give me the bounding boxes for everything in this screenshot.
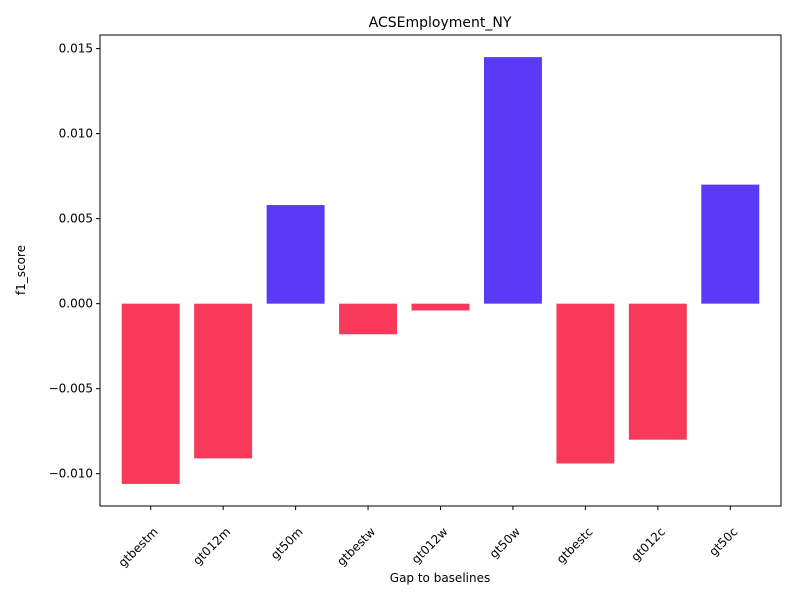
chart-title: ACSEmployment_NY: [369, 15, 512, 31]
bar-gt50w: [483, 57, 542, 304]
x-tick-label: gtbestc: [554, 525, 596, 567]
bars-group: [121, 57, 760, 484]
y-tick-label: 0.005: [59, 212, 93, 226]
x-axis: gtbestm gt012m gt50m gtbestw gt012w gt50w gtbe…: [116, 506, 740, 570]
y-tick-label: −0.010: [49, 467, 93, 481]
y-tick-label: 0.010: [59, 127, 93, 141]
x-tick-label: gt012m: [190, 525, 233, 568]
bar-gt012m: [194, 303, 253, 459]
bar-gtbestm: [121, 303, 180, 484]
y-tick-label: 0.015: [59, 42, 93, 56]
bar-gt012c: [628, 303, 687, 440]
y-axis-label: f1_score: [14, 245, 28, 295]
x-tick-label: gt50m: [268, 525, 306, 563]
y-tick-label: 0.000: [59, 297, 93, 311]
x-tick-label: gt50c: [706, 525, 740, 559]
x-tick-label: gtbestm: [116, 525, 161, 570]
bar-gtbestw: [339, 303, 398, 335]
x-tick-label: gt012w: [409, 525, 451, 567]
bar-gt012w: [411, 303, 470, 311]
y-axis: −0.010 −0.005 0.000 0.005 0.010 0.015: [49, 42, 100, 481]
bar-gt50c: [701, 184, 760, 304]
y-tick-label: −0.005: [49, 382, 93, 396]
x-tick-label: gt50w: [487, 525, 523, 561]
x-axis-label: Gap to baselines: [390, 571, 490, 585]
x-tick-label: gtbestw: [334, 525, 378, 569]
bar-gtbestc: [556, 303, 615, 464]
bar-gt50m: [266, 205, 325, 304]
x-tick-label: gt012c: [628, 525, 667, 564]
